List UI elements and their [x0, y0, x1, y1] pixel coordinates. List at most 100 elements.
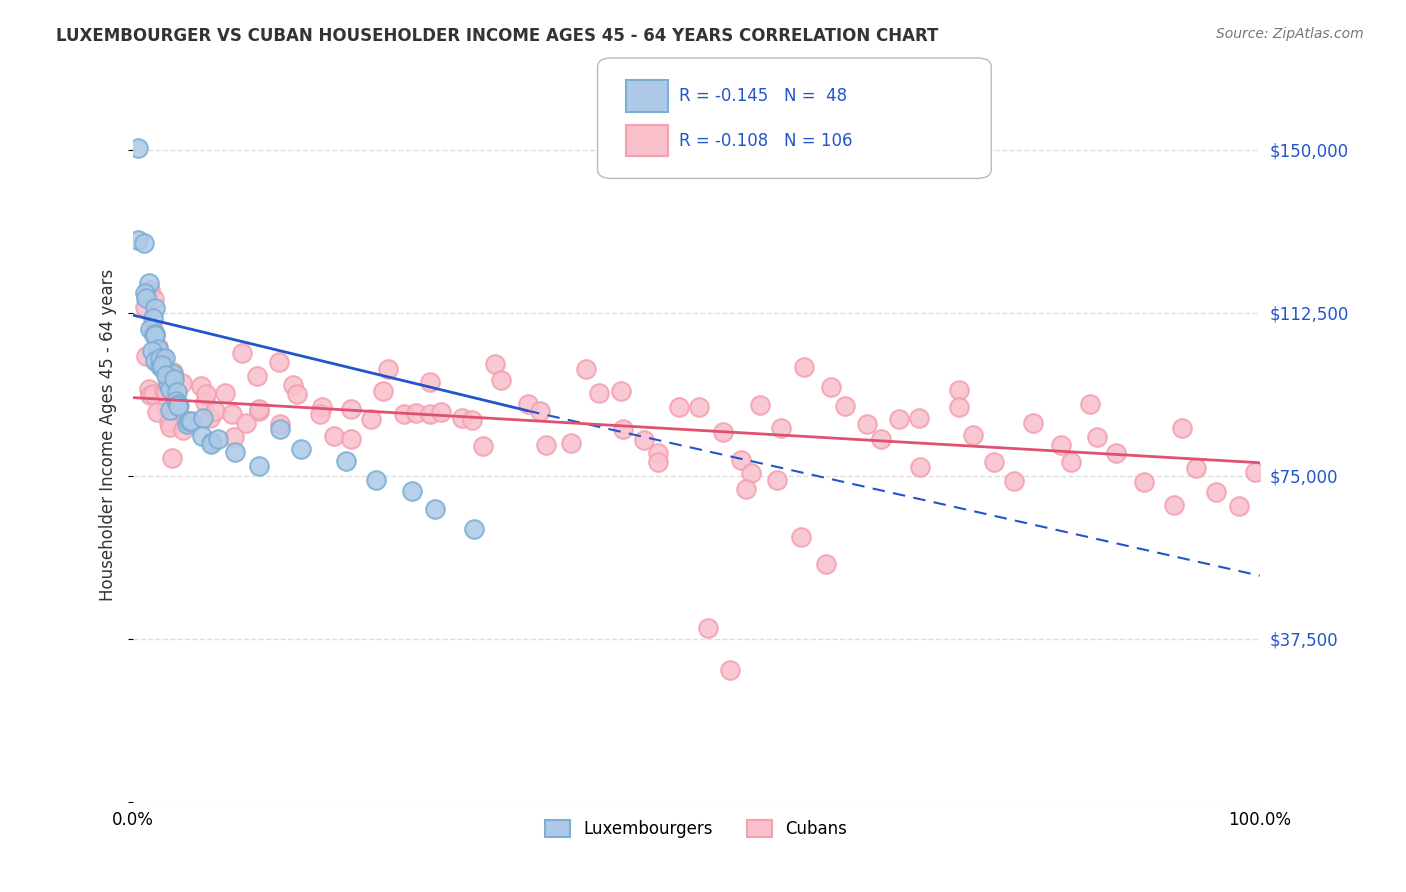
Point — [142, 387, 165, 401]
Point — [364, 474, 387, 488]
Point — [517, 396, 540, 410]
Point — [612, 422, 634, 436]
Point — [425, 501, 447, 516]
Point — [340, 402, 363, 417]
Point — [575, 361, 598, 376]
Point — [1227, 499, 1250, 513]
Point — [610, 384, 633, 399]
Text: LUXEMBOURGER VS CUBAN HOUSEHOLDER INCOME AGES 45 - 64 YEARS CORRELATION CHART: LUXEMBOURGER VS CUBAN HOUSEHOLDER INCOME… — [56, 27, 939, 45]
Point — [159, 382, 181, 396]
Point — [472, 439, 495, 453]
Point — [322, 429, 344, 443]
Point — [269, 417, 291, 431]
Point — [311, 401, 333, 415]
Point — [633, 433, 655, 447]
Point — [718, 664, 741, 678]
Point — [162, 365, 184, 379]
Point — [172, 423, 194, 437]
Point — [887, 411, 910, 425]
Point — [790, 530, 813, 544]
Point — [688, 401, 710, 415]
Point — [135, 291, 157, 305]
Point — [167, 399, 190, 413]
Point — [172, 376, 194, 391]
Point — [308, 407, 330, 421]
Point — [176, 417, 198, 431]
Text: R = -0.108   N = 106: R = -0.108 N = 106 — [679, 132, 852, 150]
Point — [405, 406, 427, 420]
Point — [1171, 421, 1194, 435]
Point — [735, 482, 758, 496]
Point — [162, 372, 184, 386]
Point — [235, 417, 257, 431]
Point — [668, 400, 690, 414]
Point — [150, 358, 173, 372]
Point — [149, 351, 172, 365]
Point — [152, 350, 174, 364]
Point — [267, 354, 290, 368]
Point — [231, 346, 253, 360]
Point — [290, 442, 312, 456]
Point — [1060, 454, 1083, 468]
Point — [419, 375, 441, 389]
Point — [138, 276, 160, 290]
Point — [766, 473, 789, 487]
Point — [160, 450, 183, 465]
Point — [983, 455, 1005, 469]
Point — [143, 292, 166, 306]
Point — [429, 405, 451, 419]
Point — [166, 385, 188, 400]
Point — [335, 454, 357, 468]
Point — [285, 387, 308, 401]
Text: Source: ZipAtlas.com: Source: ZipAtlas.com — [1216, 27, 1364, 41]
Point — [174, 415, 197, 429]
Point — [180, 414, 202, 428]
Point — [207, 433, 229, 447]
Point — [159, 403, 181, 417]
Point — [200, 410, 222, 425]
Point — [281, 378, 304, 392]
Point — [908, 459, 931, 474]
Point — [247, 459, 270, 474]
Point — [1022, 416, 1045, 430]
Point — [141, 344, 163, 359]
Point — [560, 436, 582, 450]
Point — [169, 399, 191, 413]
Point — [377, 361, 399, 376]
Point — [1105, 445, 1128, 459]
Point — [153, 384, 176, 398]
Point — [340, 432, 363, 446]
Point — [647, 455, 669, 469]
Point — [143, 327, 166, 342]
Point — [134, 301, 156, 315]
Point — [134, 286, 156, 301]
Point — [948, 400, 970, 414]
Point — [146, 340, 169, 354]
Point — [360, 412, 382, 426]
Point — [269, 422, 291, 436]
Point — [1185, 461, 1208, 475]
Point — [138, 382, 160, 396]
Point — [1133, 475, 1156, 490]
Point — [588, 385, 610, 400]
Point — [1085, 430, 1108, 444]
Point — [177, 414, 200, 428]
Point — [856, 417, 879, 431]
Point — [159, 420, 181, 434]
Point — [139, 322, 162, 336]
Point — [820, 380, 842, 394]
Point — [193, 394, 215, 409]
Point — [711, 425, 734, 440]
Point — [489, 372, 512, 386]
Point — [159, 371, 181, 385]
Point — [157, 416, 180, 430]
Point — [1205, 485, 1227, 500]
Point — [647, 446, 669, 460]
Point — [249, 404, 271, 418]
Point — [138, 388, 160, 402]
Point — [132, 236, 155, 251]
Point — [221, 407, 243, 421]
Point — [770, 420, 793, 434]
Point — [162, 367, 184, 381]
Point — [907, 411, 929, 425]
